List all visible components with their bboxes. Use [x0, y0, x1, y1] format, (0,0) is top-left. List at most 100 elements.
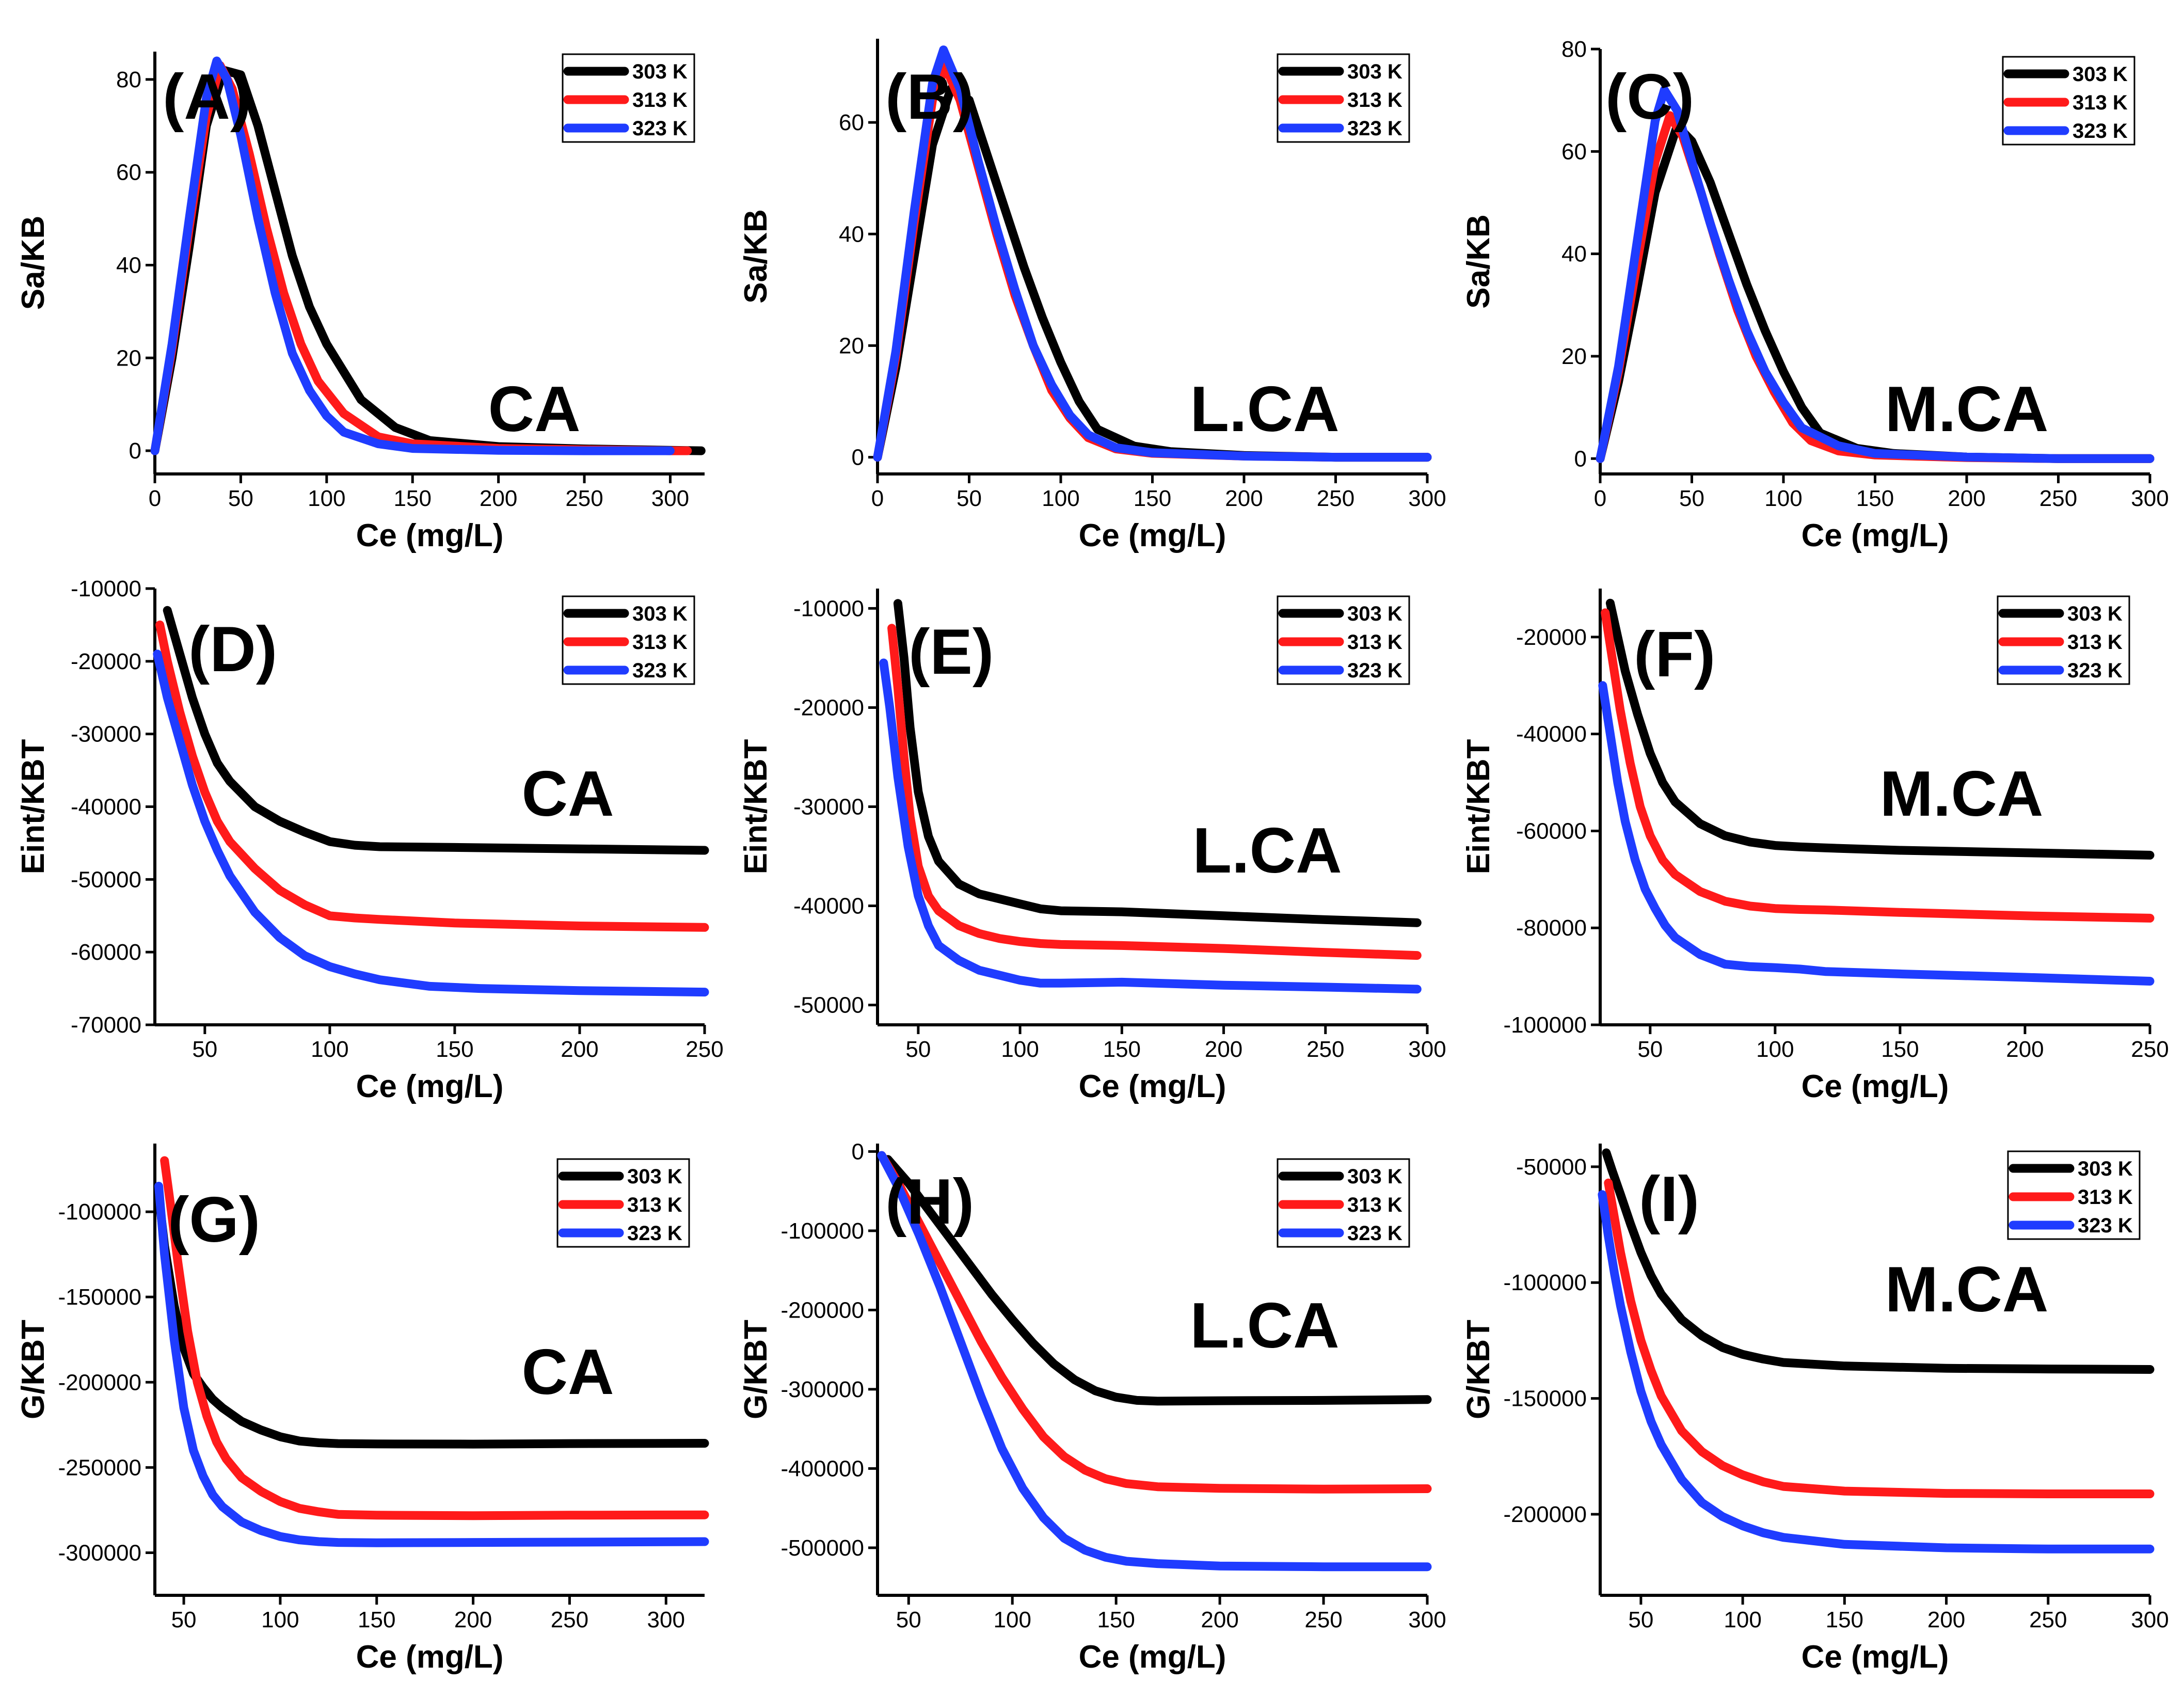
- x-tick-label: 50: [192, 1037, 217, 1062]
- x-tick-label: 150: [1097, 1607, 1135, 1632]
- legend: 303 K 313 K 323 K: [1277, 53, 1410, 143]
- x-tick-label: 150: [436, 1037, 473, 1062]
- y-tick-label: 60: [839, 110, 864, 135]
- x-tick-label: 250: [1317, 486, 1354, 511]
- x-tick-label: 0: [871, 486, 884, 511]
- series-line-303k: [873, 84, 1432, 462]
- x-axis-label: Ce (mg/L): [1802, 1639, 1949, 1675]
- y-axis-label: Eint/KBT: [738, 739, 774, 875]
- y-tick-label: -100000: [1504, 1012, 1587, 1038]
- y-tick-label: 20: [1561, 344, 1587, 369]
- x-tick-label: 250: [551, 1607, 588, 1632]
- y-tick-label: -150000: [58, 1285, 141, 1310]
- series-line-323k: [1598, 681, 2155, 986]
- y-tick-label: -40000: [71, 795, 141, 820]
- series-line-313k: [160, 1156, 709, 1520]
- x-tick-label: 50: [228, 486, 253, 511]
- y-tick-label: -150000: [1504, 1386, 1587, 1412]
- legend-entry: 313 K: [1347, 631, 1402, 654]
- series-line-323k: [877, 1151, 1432, 1572]
- chart-panel-h: 50 100 150 200 250 300 0 -100000 -200000 -300000 -…: [738, 1139, 1446, 1675]
- x-tick-label: 100: [261, 1607, 299, 1632]
- legend: 303 K 313 K 323 K: [1277, 595, 1410, 685]
- y-tick-label: 40: [839, 221, 864, 247]
- chart-panel-i: 50 100 150 200 250 300 -50000 -100000 -150000 -20…: [1461, 1144, 2169, 1675]
- x-tick-label: 100: [1001, 1037, 1039, 1062]
- series-line-313k: [1596, 111, 2155, 463]
- x-tick-label: 100: [1042, 486, 1079, 511]
- y-tick-label: -50000: [793, 993, 864, 1018]
- series-line-323k: [1596, 85, 2155, 463]
- series-line-303k: [154, 1190, 709, 1449]
- y-axis-label: Eint/KBT: [15, 739, 51, 875]
- series-line-303k: [1605, 598, 2155, 860]
- y-tick-label: -20000: [793, 695, 864, 720]
- x-tick-label: 150: [1826, 1607, 1863, 1632]
- x-tick-label: 200: [1948, 486, 1985, 511]
- material-label: L.CA: [1190, 1290, 1339, 1361]
- x-tick-label: 200: [1205, 1037, 1242, 1062]
- x-axis-label: Ce (mg/L): [1079, 1639, 1226, 1675]
- legend-entry: 323 K: [1347, 659, 1402, 682]
- x-axis-label: Ce (mg/L): [356, 518, 504, 553]
- legend: 303 K 313 K 323 K: [556, 1158, 690, 1248]
- panel-label: (H): [885, 1166, 974, 1238]
- series-line-313k: [155, 620, 709, 932]
- panel-label: (B): [885, 61, 974, 133]
- x-axis-label: Ce (mg/L): [356, 1069, 504, 1104]
- panel-label: (D): [188, 614, 277, 685]
- legend-entry: 303 K: [1347, 60, 1402, 83]
- y-axis-label: Eint/KBT: [1461, 739, 1496, 875]
- material-label: M.CA: [1885, 374, 2049, 445]
- x-tick-label: 250: [565, 486, 603, 511]
- y-axis-label: G/KBT: [15, 1320, 51, 1419]
- y-tick-label: -250000: [58, 1455, 141, 1480]
- x-tick-label: 300: [2131, 1607, 2169, 1632]
- legend-entry: 303 K: [632, 60, 688, 83]
- y-tick-label: -20000: [71, 649, 141, 674]
- x-tick-label: 200: [561, 1037, 598, 1062]
- y-tick-label: -40000: [793, 894, 864, 919]
- panel-label: (E): [908, 616, 994, 688]
- series-line-303k: [1602, 1148, 2155, 1374]
- x-tick-label: 300: [1408, 486, 1446, 511]
- y-tick-label: -200000: [1504, 1502, 1587, 1527]
- legend-entry: 323 K: [2073, 120, 2128, 142]
- y-tick-label: -500000: [781, 1535, 864, 1561]
- y-tick-label: -300000: [781, 1377, 864, 1402]
- y-tick-label: 0: [1574, 446, 1587, 471]
- y-tick-label: -60000: [1516, 818, 1587, 844]
- y-axis-label: G/KBT: [738, 1320, 774, 1419]
- x-tick-label: 50: [1637, 1037, 1663, 1062]
- legend-entry: 323 K: [632, 659, 688, 682]
- y-tick-label: 60: [116, 160, 141, 185]
- legend-entry: 313 K: [2073, 91, 2128, 114]
- legend: 303 K 313 K 323 K: [562, 53, 695, 143]
- series-line-313k: [1604, 1178, 2155, 1498]
- x-tick-label: 200: [480, 486, 517, 511]
- legend-entry: 303 K: [2078, 1158, 2133, 1180]
- chart-panel-g: 50 100 150 200 250 300 -100000 -150000 -200000 -2…: [15, 1144, 709, 1675]
- x-tick-label: 100: [311, 1037, 348, 1062]
- legend-entry: 323 K: [627, 1222, 682, 1245]
- series-line-303k: [163, 606, 709, 855]
- series-line-323k: [153, 649, 709, 997]
- x-tick-label: 100: [1724, 1607, 1761, 1632]
- x-tick-label: 0: [149, 486, 161, 511]
- panel-label: (G): [168, 1184, 260, 1256]
- chart-panel-c: 0 50 100 150 200 250 300 0 20 40 60 80 Ce (mg/L) Sa/K…: [1461, 37, 2169, 553]
- x-tick-label: 50: [957, 486, 982, 511]
- x-tick-label: 100: [1756, 1037, 1794, 1062]
- material-label: M.CA: [1880, 758, 2044, 830]
- x-tick-label: 300: [1408, 1607, 1446, 1632]
- y-axis-label: Sa/KB: [738, 209, 774, 304]
- x-tick-label: 250: [2029, 1607, 2067, 1632]
- material-label: L.CA: [1190, 374, 1339, 445]
- y-tick-label: -40000: [1516, 722, 1587, 747]
- material-label: CA: [488, 374, 580, 445]
- legend-entry: 313 K: [632, 631, 688, 654]
- material-label: CA: [521, 758, 614, 830]
- material-label: L.CA: [1192, 815, 1342, 886]
- x-tick-label: 250: [2039, 486, 2077, 511]
- y-tick-label: 40: [1561, 242, 1587, 267]
